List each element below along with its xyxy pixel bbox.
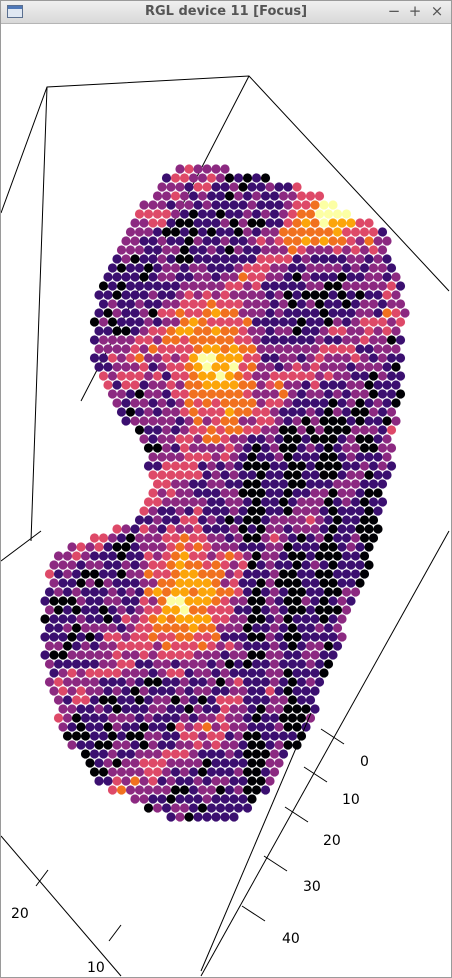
axis-right-tick-label: 10 bbox=[342, 792, 360, 808]
axis-left-ticks bbox=[35, 869, 122, 942]
axis-right-tick-label: 40 bbox=[282, 931, 300, 947]
title-bar[interactable]: RGL device 11 [Focus] − + × bbox=[1, 1, 451, 24]
rgl-3d-canvas[interactable]: 0 10 20 30 40 20 10 bbox=[1, 24, 451, 977]
window-icon[interactable] bbox=[7, 5, 23, 18]
axis-right-tick-label: 30 bbox=[303, 879, 321, 895]
window-title: RGL device 11 [Focus] bbox=[144, 4, 308, 19]
minimize-button[interactable]: − bbox=[387, 2, 401, 20]
axis-left-tick-label: 10 bbox=[87, 960, 105, 976]
axis-left: 20 10 bbox=[11, 869, 122, 976]
close-button[interactable]: × bbox=[430, 2, 444, 20]
axis-right-tick-label: 0 bbox=[360, 754, 369, 770]
axis-right-line bbox=[200, 712, 312, 972]
axis-right-tick-label: 20 bbox=[323, 833, 341, 849]
rgl-scene[interactable]: 0 10 20 30 40 20 10 bbox=[1, 24, 451, 977]
point-cloud bbox=[40, 164, 410, 822]
axis-right: 0 10 20 30 40 bbox=[200, 712, 369, 972]
axis-left-tick-label: 20 bbox=[11, 906, 29, 922]
axis-right-ticks bbox=[241, 728, 345, 922]
maximize-button[interactable]: + bbox=[408, 2, 422, 20]
